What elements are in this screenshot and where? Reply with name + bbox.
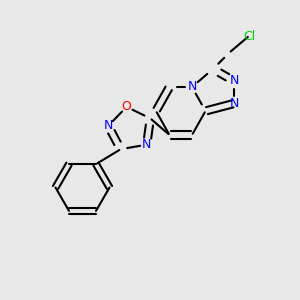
Text: N: N <box>229 74 239 88</box>
Text: O: O <box>122 100 131 113</box>
Text: N: N <box>187 80 197 94</box>
Text: N: N <box>103 119 113 132</box>
Text: N: N <box>229 97 239 110</box>
Text: Cl: Cl <box>243 29 255 43</box>
Text: N: N <box>142 138 152 151</box>
